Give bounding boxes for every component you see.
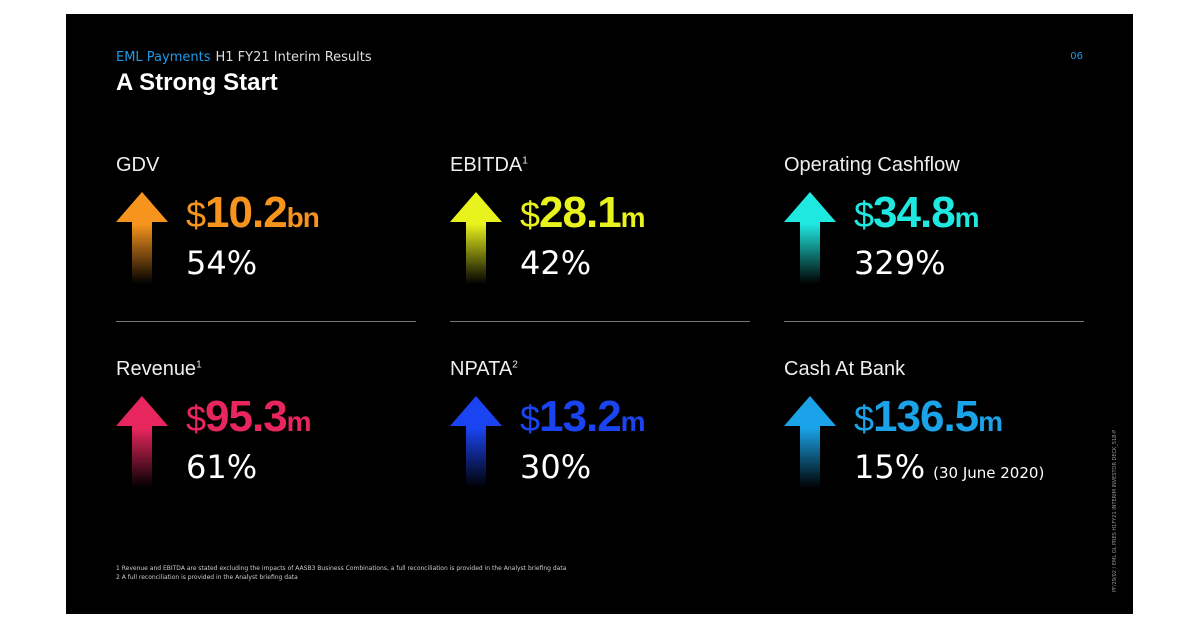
breadcrumb: EML Payments H1 FY21 Interim Results — [116, 50, 372, 65]
unit: bn — [286, 202, 320, 233]
footnote-1: 1 Revenue and EBITDA are stated excludin… — [116, 565, 567, 572]
metric-card-revenue: Revenue1 $95.3m 61% — [116, 358, 416, 518]
metric-value: $13.2m — [520, 392, 646, 442]
currency: $ — [186, 194, 206, 235]
metric-label-text: Operating Cashflow — [784, 154, 960, 176]
change-percent: 54% — [186, 244, 258, 282]
unit: m — [954, 202, 980, 233]
metric-label-text: Cash At Bank — [784, 358, 906, 380]
footnote-ref: 2 — [512, 359, 518, 371]
amount: 136.5 — [873, 392, 979, 441]
metric-label-text: Revenue — [116, 358, 197, 380]
metric-change: 54% — [186, 244, 265, 282]
up-arrow-icon — [784, 396, 836, 488]
footnotes: 1 Revenue and EBITDA are stated excludin… — [116, 564, 566, 582]
divider — [784, 321, 1084, 322]
currency: $ — [520, 194, 540, 235]
change-percent: 42% — [520, 244, 592, 282]
amount: 10.2 — [205, 188, 288, 237]
metric-change: 42% — [520, 244, 599, 282]
change-percent: 15% — [854, 448, 926, 486]
slide: EML Payments H1 FY21 Interim Results A St… — [66, 14, 1133, 614]
metric-card-ebitda: EBITDA1 $28.1m 42% — [450, 154, 750, 314]
metric-change: 15% (30 June 2020) — [854, 448, 1044, 486]
up-arrow-icon — [116, 192, 168, 284]
metric-label: NPATA2 — [450, 358, 518, 381]
unit: m — [620, 406, 646, 437]
divider — [116, 321, 416, 322]
change-note: (30 June 2020) — [933, 464, 1045, 482]
side-reference-text: PF/29/02 / EML OL PRES H1FY21 INTERIM IN… — [1112, 429, 1118, 592]
unit: m — [978, 406, 1003, 437]
currency: $ — [854, 398, 874, 439]
metric-label-text: GDV — [116, 154, 160, 176]
metric-label: EBITDA1 — [450, 154, 528, 177]
unit: m — [286, 406, 312, 437]
metric-label: Revenue1 — [116, 358, 202, 381]
metric-value: $95.3m — [186, 392, 312, 442]
metric-value: $136.5m — [854, 392, 1003, 442]
footnote-ref: 1 — [196, 359, 202, 371]
metric-card-gdv: GDV $10.2bn 54% — [116, 154, 416, 314]
currency: $ — [520, 398, 540, 439]
metric-card-cash-at-bank: Cash At Bank $136.5m 15% (30 June 2020) — [784, 358, 1084, 518]
currency: $ — [186, 398, 206, 439]
divider — [450, 321, 750, 322]
amount: 28.1 — [539, 188, 622, 237]
metric-change: 30% — [520, 448, 599, 486]
page-number: 06 — [1070, 51, 1083, 62]
amount: 34.8 — [873, 188, 956, 237]
metric-value: $34.8m — [854, 188, 980, 238]
deck-subtitle: H1 FY21 Interim Results — [215, 50, 372, 65]
metric-change: 61% — [186, 448, 265, 486]
change-percent: 329% — [854, 244, 946, 282]
up-arrow-icon — [450, 192, 502, 284]
change-percent: 61% — [186, 448, 258, 486]
company-name: EML Payments — [116, 50, 211, 65]
metric-label: GDV — [116, 154, 159, 177]
metric-card-npata: NPATA2 $13.2m 30% — [450, 358, 750, 518]
metric-label-text: EBITDA — [450, 154, 523, 176]
metric-value: $28.1m — [520, 188, 646, 238]
change-percent: 30% — [520, 448, 592, 486]
amount: 95.3 — [205, 392, 288, 441]
metric-value: $10.2bn — [186, 188, 320, 238]
up-arrow-icon — [450, 396, 502, 488]
amount: 13.2 — [539, 392, 622, 441]
footnote-ref: 1 — [522, 155, 528, 167]
metric-label-text: NPATA — [450, 358, 513, 380]
up-arrow-icon — [116, 396, 168, 488]
unit: m — [620, 202, 646, 233]
metric-card-operating-cashflow: Operating Cashflow $34.8m 329% — [784, 154, 1084, 314]
page-title: A Strong Start — [116, 69, 278, 96]
footnote-2: 2 A full reconciliation is provided in t… — [116, 574, 298, 581]
metric-label: Cash At Bank — [784, 358, 905, 381]
up-arrow-icon — [784, 192, 836, 284]
metric-label: Operating Cashflow — [784, 154, 960, 177]
metric-change: 329% — [854, 244, 953, 282]
currency: $ — [854, 194, 874, 235]
